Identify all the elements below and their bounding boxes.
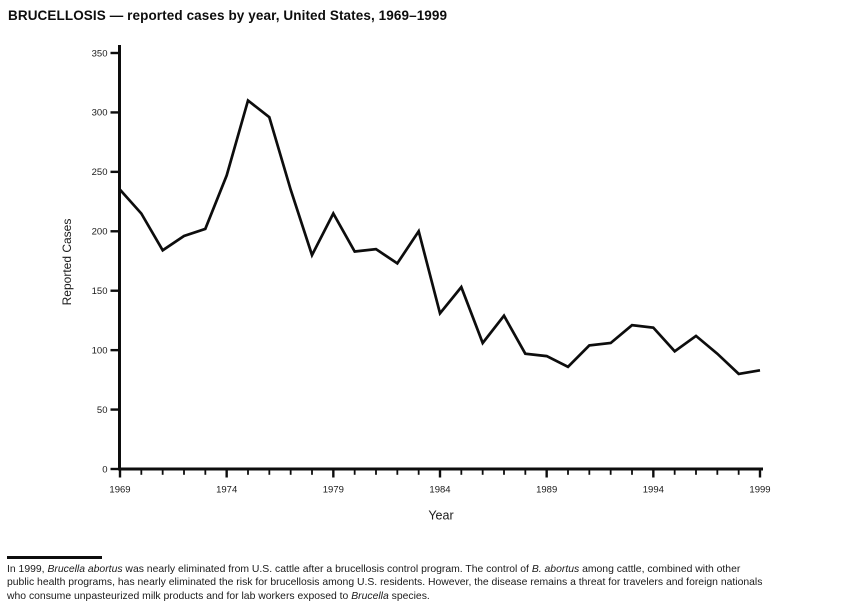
footnote: In 1999, Brucella abortus was nearly eli… bbox=[7, 556, 862, 603]
line-chart: 0 50 100 150 200 250 300 350 1969 1974 1979 1984 198… bbox=[60, 45, 771, 523]
y-tick-label: 200 bbox=[92, 227, 108, 238]
footnote-segment: public health programs, has nearly elimi… bbox=[7, 577, 763, 589]
footnote-species-italic: B. abortus bbox=[531, 564, 580, 575]
footnote-segment: among cattle, combined with other bbox=[579, 564, 741, 575]
y-tick-label: 150 bbox=[92, 286, 108, 297]
y-tick-label: 300 bbox=[92, 108, 108, 119]
footnote-text: In 1999, Brucella abortus was nearly eli… bbox=[7, 563, 862, 603]
x-tick-label: 1994 bbox=[643, 485, 664, 496]
footnote-rule bbox=[7, 556, 102, 559]
footnote-segment: In 1999, bbox=[7, 564, 48, 575]
footnote-species-italic: Brucella bbox=[351, 590, 389, 602]
y-tick-label: 350 bbox=[92, 48, 108, 59]
x-tick-label: 1974 bbox=[216, 485, 237, 496]
footnote-segment: was nearly eliminated from U.S. cattle a… bbox=[122, 564, 532, 575]
x-tick-label: 1989 bbox=[536, 485, 557, 496]
data-line bbox=[118, 98, 761, 376]
footnote-line: public health programs, has nearly elimi… bbox=[7, 576, 862, 589]
y-tick-label: 100 bbox=[92, 345, 108, 356]
footnote-segment: species. bbox=[388, 590, 430, 602]
footnote-species-italic: Brucella abortus bbox=[47, 564, 123, 575]
x-tick-label: 1969 bbox=[109, 485, 130, 496]
x-axis-title: Year bbox=[428, 509, 453, 523]
page-title: BRUCELLOSIS — reported cases by year, Un… bbox=[8, 8, 448, 23]
x-tick-label: 1999 bbox=[749, 485, 770, 496]
y-tick-label: 250 bbox=[92, 167, 108, 178]
y-tick-label: 0 bbox=[102, 464, 107, 475]
x-tick-label: 1984 bbox=[429, 485, 450, 496]
footnote-line: In 1999, Brucella abortus was nearly eli… bbox=[7, 563, 862, 576]
x-tick-label: 1979 bbox=[323, 485, 344, 496]
y-axis-title: Reported Cases bbox=[60, 219, 74, 306]
y-tick-label: 50 bbox=[97, 405, 108, 416]
footnote-line: who consume unpasteurized milk products … bbox=[7, 590, 862, 603]
footnote-segment: who consume unpasteurized milk products … bbox=[7, 590, 352, 602]
